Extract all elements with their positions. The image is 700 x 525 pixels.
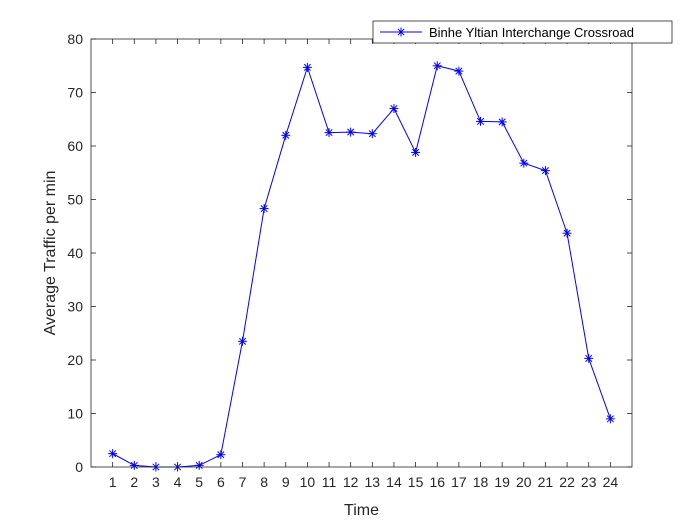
y-tick-label: 10 bbox=[67, 406, 83, 422]
x-tick-label: 8 bbox=[260, 474, 268, 490]
x-tick-label: 16 bbox=[429, 474, 445, 490]
y-tick-label: 30 bbox=[67, 299, 83, 315]
data-point bbox=[454, 66, 464, 76]
y-tick-label: 50 bbox=[67, 192, 83, 208]
x-tick-label: 5 bbox=[195, 474, 203, 490]
y-tick-label: 60 bbox=[67, 138, 83, 154]
x-tick-label: 13 bbox=[365, 474, 381, 490]
data-point bbox=[129, 460, 139, 470]
x-tick-label: 17 bbox=[451, 474, 467, 490]
data-point bbox=[562, 228, 572, 238]
x-tick-label: 24 bbox=[603, 474, 619, 490]
data-point bbox=[108, 449, 118, 459]
plot-frame bbox=[90, 38, 633, 468]
data-point bbox=[584, 353, 594, 363]
ticks-layer: 1 2 3 4 5 6 7 8 9 10 11 12 13 14 15 16 17 18 19 20 21 22 23 240… bbox=[67, 31, 632, 490]
data-point bbox=[519, 158, 529, 168]
x-tick-label: 19 bbox=[494, 474, 510, 490]
data-point bbox=[476, 116, 486, 126]
x-tick-label: 18 bbox=[473, 474, 489, 490]
x-tick-label: 10 bbox=[300, 474, 316, 490]
data-point bbox=[605, 414, 615, 424]
x-tick-label: 1 bbox=[109, 474, 117, 490]
data-point bbox=[346, 127, 356, 137]
legend: Binhe Yltian Interchange Crossroad bbox=[372, 20, 673, 44]
x-axis-label: Time bbox=[344, 502, 379, 519]
x-tick-label: 14 bbox=[386, 474, 402, 490]
y-tick-label: 40 bbox=[67, 245, 83, 261]
data-point bbox=[324, 128, 334, 138]
legend-label: Binhe Yltian Interchange Crossroad bbox=[429, 25, 634, 40]
x-tick-label: 4 bbox=[174, 474, 182, 490]
x-tick-label: 21 bbox=[538, 474, 554, 490]
data-point bbox=[367, 129, 377, 139]
x-tick-label: 23 bbox=[581, 474, 597, 490]
y-tick-label: 80 bbox=[67, 31, 83, 47]
plot-area bbox=[91, 39, 632, 467]
x-tick-label: 7 bbox=[239, 474, 247, 490]
data-point bbox=[389, 104, 399, 114]
data-point bbox=[259, 204, 269, 214]
legend-marker bbox=[396, 27, 406, 37]
legend-box bbox=[372, 20, 673, 44]
x-tick-label: 20 bbox=[516, 474, 532, 490]
data-point bbox=[411, 147, 421, 157]
x-tick-label: 2 bbox=[130, 474, 138, 490]
x-tick-label: 22 bbox=[559, 474, 575, 490]
x-tick-label: 3 bbox=[152, 474, 160, 490]
data-point bbox=[540, 166, 550, 176]
y-axis-label: Average Traffic per min bbox=[42, 171, 59, 336]
data-point bbox=[281, 130, 291, 140]
y-tick-label: 0 bbox=[75, 459, 83, 475]
x-tick-label: 12 bbox=[343, 474, 359, 490]
data-point bbox=[194, 460, 204, 470]
y-tick-label: 70 bbox=[67, 85, 83, 101]
x-tick-label: 15 bbox=[408, 474, 424, 490]
data-point bbox=[302, 62, 312, 72]
data-point bbox=[432, 61, 442, 71]
x-tick-label: 6 bbox=[217, 474, 225, 490]
data-point bbox=[237, 336, 247, 346]
y-tick-label: 20 bbox=[67, 352, 83, 368]
x-tick-label: 9 bbox=[282, 474, 290, 490]
legend-marker-star bbox=[396, 27, 406, 37]
data-point bbox=[497, 117, 507, 127]
x-tick-label: 11 bbox=[322, 474, 337, 490]
data-point bbox=[216, 450, 226, 460]
